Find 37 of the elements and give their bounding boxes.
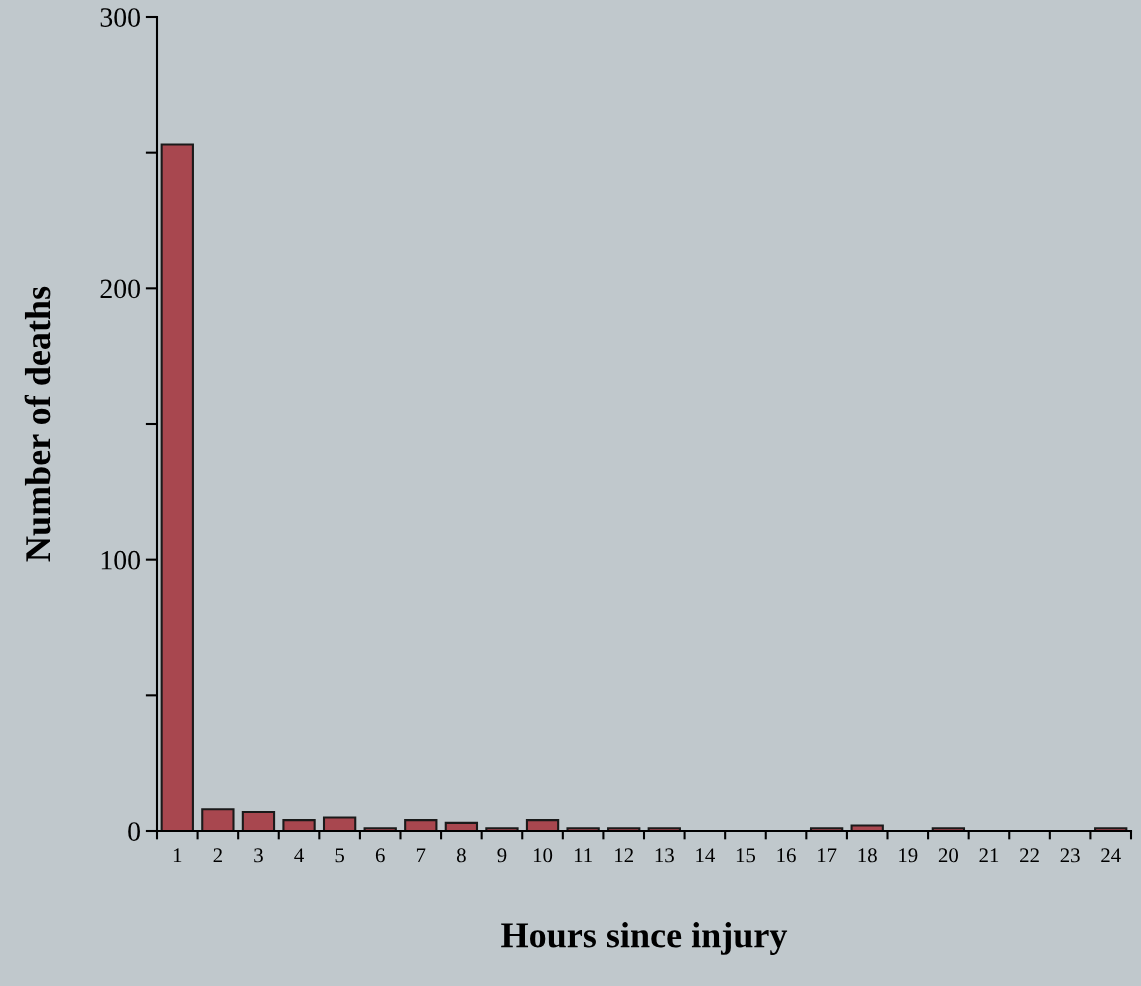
x-tick-label: 12 [615, 848, 633, 863]
bar [404, 819, 438, 831]
x-tick-label: 3 [254, 848, 263, 863]
bar [201, 808, 235, 831]
y-axis-title: Number of deaths [24, 286, 51, 562]
x-tick-label: 23 [1060, 848, 1080, 863]
y-tick-label: 200 [100, 279, 140, 299]
x-tick-label: 17 [818, 848, 837, 863]
x-tick-label: 24 [1101, 848, 1121, 863]
x-tick-label: 6 [375, 848, 385, 863]
x-tick-label: 22 [1020, 848, 1039, 863]
x-tick-label: 13 [655, 848, 674, 863]
x-tick-label: 9 [497, 848, 507, 863]
y-tick-label: 100 [101, 550, 140, 570]
x-tick-label: 8 [456, 848, 466, 863]
x-tick-label: 4 [294, 848, 304, 863]
x-axis-title: Hours since injury [501, 922, 788, 955]
x-tick-label: 16 [777, 848, 796, 863]
x-tick-label: 21 [979, 848, 999, 863]
x-tick-label: 15 [736, 848, 756, 863]
bar [525, 819, 560, 831]
x-tick-label: 2 [213, 848, 222, 863]
bar [282, 819, 316, 831]
y-tick-label: 0 [128, 822, 140, 841]
x-tick-label: 5 [335, 848, 345, 863]
bar [160, 143, 194, 831]
x-tick-label: 14 [696, 848, 715, 863]
y-tick-label: 300 [100, 8, 140, 27]
x-tick-label: 20 [938, 848, 958, 863]
bar [241, 810, 276, 831]
x-tick-label: 7 [416, 848, 426, 863]
bar [322, 816, 357, 831]
x-tick-label: 10 [533, 848, 553, 863]
x-tick-label: 11 [574, 848, 592, 863]
x-tick-label: 18 [858, 848, 877, 863]
x-tick-label: 1 [173, 848, 182, 863]
x-tick-label: 19 [899, 848, 918, 863]
